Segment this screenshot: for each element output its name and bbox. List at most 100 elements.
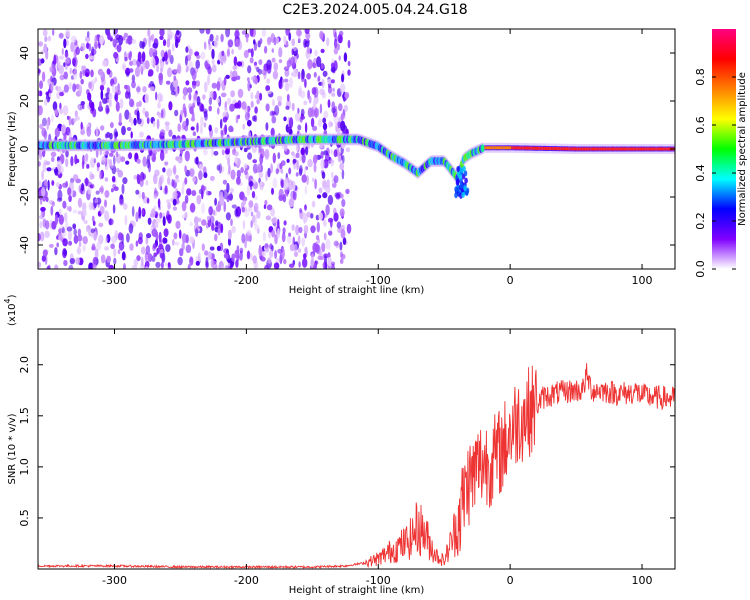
noise-speckle <box>128 152 133 160</box>
noise-speckle <box>198 170 203 181</box>
noise-speckle <box>64 57 70 64</box>
noise-speckle <box>222 116 228 123</box>
noise-speckle <box>78 241 82 247</box>
noise-speckle <box>217 107 220 115</box>
noise-speckle <box>248 200 254 208</box>
ridge-peak <box>498 146 501 150</box>
noise-speckle <box>146 197 150 204</box>
noise-speckle <box>52 29 55 36</box>
noise-speckle <box>288 232 292 237</box>
noise-speckle <box>100 89 104 101</box>
ridge-peak <box>557 147 559 151</box>
noise-speckle <box>270 33 276 43</box>
noise-speckle <box>113 248 117 258</box>
noise-speckle <box>138 232 143 240</box>
noise-speckle <box>149 35 153 41</box>
snr-multiplier-base: (x10 <box>7 303 18 326</box>
ridge-peak <box>523 146 526 150</box>
ridge-peak <box>569 147 572 151</box>
noise-speckle <box>38 180 42 187</box>
noise-speckle <box>155 261 161 268</box>
noise-speckle <box>280 168 284 174</box>
noise-speckle <box>158 72 163 81</box>
noise-speckle <box>51 156 55 162</box>
noise-speckle <box>332 87 335 93</box>
noise-speckle <box>286 158 290 163</box>
noise-speckle <box>288 77 293 88</box>
noise-speckle <box>86 163 90 169</box>
noise-speckle <box>186 188 192 196</box>
snr-line-layer <box>38 363 675 569</box>
noise-speckle <box>39 231 45 242</box>
noise-speckle <box>325 153 330 162</box>
colorbar-tick-label: 0.8 <box>694 68 707 86</box>
ridge-peak <box>550 147 553 150</box>
noise-speckle <box>58 208 62 215</box>
noise-speckle <box>77 246 81 255</box>
noise-speckle <box>340 251 343 257</box>
noise-speckle <box>241 233 246 244</box>
noise-speckle <box>250 252 253 261</box>
noise-speckle <box>275 37 280 44</box>
noise-speckle <box>214 127 219 134</box>
noise-speckle <box>221 149 225 156</box>
noise-speckle <box>168 101 173 111</box>
noise-speckle <box>38 41 43 47</box>
noise-speckle <box>205 29 211 35</box>
noise-speckle <box>162 216 166 227</box>
noise-speckle <box>77 210 83 215</box>
noise-speckle <box>265 85 271 92</box>
noise-speckle <box>247 206 253 212</box>
noise-speckle <box>129 60 133 66</box>
noise-speckle <box>159 253 164 259</box>
ridge-peak <box>493 146 496 150</box>
noise-speckle <box>177 123 181 132</box>
noise-speckle <box>208 97 213 105</box>
noise-speckle <box>307 159 313 168</box>
noise-speckle <box>318 187 323 194</box>
noise-speckle <box>258 171 264 178</box>
noise-speckle <box>110 243 115 250</box>
noise-speckle <box>135 189 140 195</box>
noise-speckle <box>253 61 257 66</box>
noise-speckle <box>240 167 244 174</box>
ridge-peak <box>588 147 591 151</box>
noise-speckle <box>100 70 104 77</box>
noise-speckle <box>142 107 146 115</box>
noise-speckle <box>228 164 231 175</box>
noise-speckle <box>233 56 238 66</box>
noise-speckle <box>231 76 237 82</box>
colorbar: 0.0 0.2 0.4 0.6 0.8 Normalized spectral ampli… <box>694 29 748 278</box>
noise-speckle <box>345 188 350 195</box>
noise-speckle <box>284 82 290 92</box>
noise-speckle <box>211 58 215 65</box>
noise-speckle <box>72 209 78 214</box>
noise-speckle <box>88 262 94 269</box>
noise-speckle <box>87 187 92 195</box>
noise-speckle <box>230 90 235 98</box>
noise-speckle <box>173 75 177 81</box>
noise-speckle <box>316 221 320 233</box>
noise-speckle <box>162 39 167 47</box>
ridge-peak <box>558 147 561 151</box>
noise-speckle <box>63 84 69 93</box>
noise-speckle <box>173 68 179 74</box>
noise-speckle <box>131 59 137 66</box>
noise-speckle <box>77 197 83 208</box>
ridge-peak <box>565 147 567 151</box>
noise-speckle <box>104 190 110 198</box>
noise-speckle <box>337 43 340 51</box>
noise-speckle <box>219 118 223 129</box>
noise-speckle <box>258 68 263 75</box>
noise-speckle <box>82 236 88 245</box>
noise-speckle <box>283 258 287 265</box>
noise-speckle <box>250 100 254 108</box>
noise-speckle <box>267 257 272 264</box>
noise-speckle <box>39 221 43 229</box>
noise-speckle <box>197 252 201 261</box>
noise-speckle <box>316 194 322 199</box>
noise-speckle <box>325 204 330 216</box>
noise-speckle <box>295 152 300 159</box>
noise-speckle <box>160 49 165 58</box>
noise-speckle <box>203 122 207 128</box>
